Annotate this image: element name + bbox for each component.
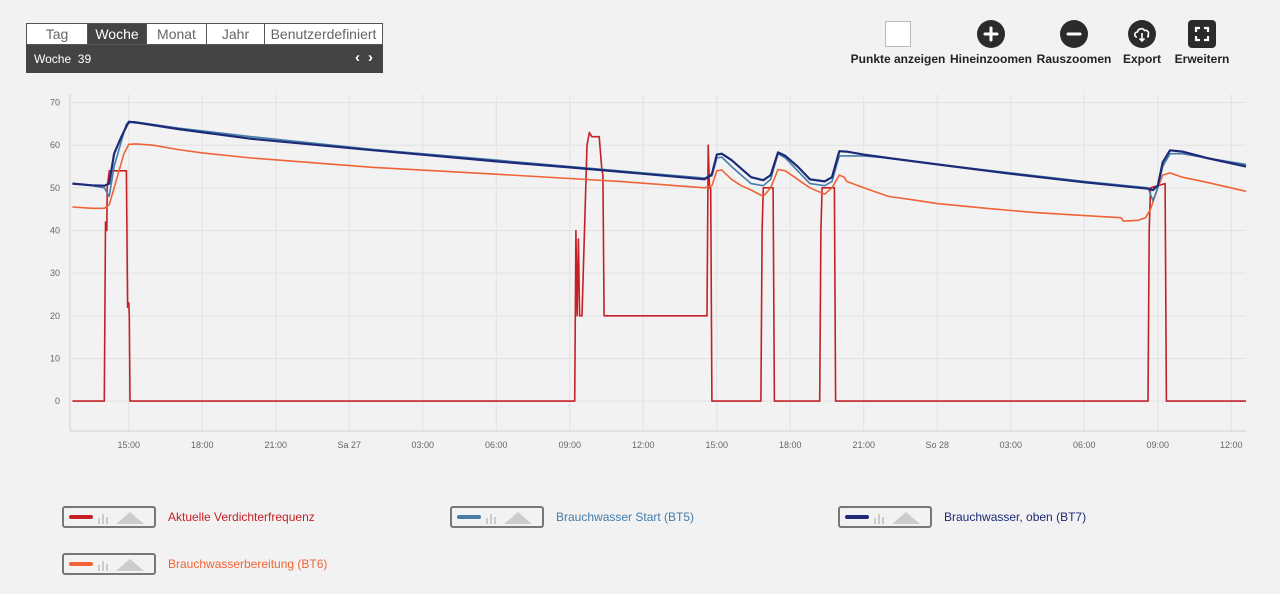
x-tick-label: 15:00 [118, 440, 141, 448]
y-tick-label: 10 [50, 353, 60, 363]
legend-label: Aktuelle Verdichterfrequenz [168, 510, 315, 524]
expand-label: Erweitern [1174, 52, 1230, 66]
x-tick-label: 09:00 [1147, 440, 1170, 448]
x-tick-label: 06:00 [485, 440, 508, 448]
x-tick-label: 15:00 [706, 440, 729, 448]
y-tick-label: 40 [50, 226, 60, 236]
legend-swatch [450, 506, 544, 528]
series-line-bt7[interactable] [72, 120, 1247, 192]
x-tick-label: 21:00 [265, 440, 288, 448]
export-label: Export [1122, 52, 1162, 66]
chart-grid [70, 94, 1246, 431]
y-tick-label: 50 [50, 183, 60, 193]
legend-label: Brauchwasser Start (BT5) [556, 510, 695, 524]
x-tick-label: 12:00 [632, 440, 655, 448]
plus-icon [977, 20, 1005, 48]
chart-series [72, 120, 1247, 402]
chart-type-icon [98, 559, 144, 571]
x-tick-label: 03:00 [412, 440, 435, 448]
x-tick-label: 18:00 [191, 440, 214, 448]
period-tabs: Tag Woche Monat Jahr Benutzerdefiniert [26, 23, 383, 45]
tab-month[interactable]: Monat [147, 24, 207, 44]
chart-axes: 0 10 20 30 40 50 60 70 15:00 18:00 21:00 Sa 27 03:00… [50, 94, 1246, 448]
tab-week[interactable]: Woche [88, 24, 147, 44]
legend-item-frequency[interactable]: Aktuelle Verdichterfrequenz [62, 506, 315, 528]
tab-day[interactable]: Tag [27, 24, 88, 44]
x-tick-label: So 28 [926, 440, 950, 448]
legend-label: Brauchwasser, oben (BT7) [944, 510, 1087, 524]
x-tick-label: 12:00 [1220, 440, 1243, 448]
zoom-out-label: Rauszoomen [1036, 52, 1112, 66]
show-points-label: Punkte anzeigen [850, 52, 946, 66]
chart-type-icon [874, 512, 920, 524]
next-period-button[interactable]: › [368, 49, 373, 66]
range-label: Woche 39 [34, 52, 92, 66]
checkbox-icon[interactable] [885, 21, 911, 47]
y-tick-label: 30 [50, 268, 60, 278]
prev-period-button[interactable]: ‹ [355, 49, 360, 66]
legend-swatch [62, 506, 156, 528]
x-tick-label: 18:00 [779, 440, 802, 448]
y-tick-label: 20 [50, 311, 60, 321]
cloud-download-icon [1128, 20, 1156, 48]
y-tick-label: 0 [55, 396, 60, 406]
legend-swatch [838, 506, 932, 528]
x-tick-label: 06:00 [1073, 440, 1096, 448]
legend-line [457, 515, 481, 519]
legend-item-bt6[interactable]: Brauchwasserbereitung (BT6) [62, 553, 327, 575]
legend-line [845, 515, 869, 519]
legend-label: Brauchwasserbereitung (BT6) [168, 557, 328, 571]
zoom-in-label: Hineinzoomen [949, 52, 1033, 66]
x-tick-label: 21:00 [853, 440, 876, 448]
period-selector: Tag Woche Monat Jahr Benutzerdefiniert W… [26, 23, 383, 73]
legend-line [69, 515, 93, 519]
series-line-frequency[interactable] [72, 131, 1246, 402]
range-bar: Woche 39 ‹ › [26, 45, 383, 73]
legend-item-bt7[interactable]: Brauchwasser, oben (BT7) [838, 506, 1086, 528]
x-tick-label: 09:00 [559, 440, 582, 448]
chart-toolbar: Punkte anzeigen Hineinzoomen Rauszoomen … [850, 20, 1252, 70]
chart-type-icon [486, 512, 532, 524]
fullscreen-icon [1188, 20, 1216, 48]
tab-custom[interactable]: Benutzerdefiniert [270, 26, 377, 42]
x-tick-label: 03:00 [1000, 440, 1023, 448]
line-chart[interactable]: 0 10 20 30 40 50 60 70 15:00 18:00 21:00 Sa 27 03:00… [0, 88, 1280, 448]
minus-icon [1060, 20, 1088, 48]
y-tick-label: 70 [50, 98, 60, 108]
tab-year[interactable]: Jahr [207, 24, 265, 44]
x-tick-label: Sa 27 [338, 440, 362, 448]
y-tick-label: 60 [50, 140, 60, 150]
legend-swatch [62, 553, 156, 575]
chart-type-icon [98, 512, 144, 524]
legend-line [69, 562, 93, 566]
series-line-bt6[interactable] [72, 143, 1247, 222]
legend-item-bt5[interactable]: Brauchwasser Start (BT5) [450, 506, 694, 528]
series-line-bt5[interactable] [72, 120, 1247, 202]
